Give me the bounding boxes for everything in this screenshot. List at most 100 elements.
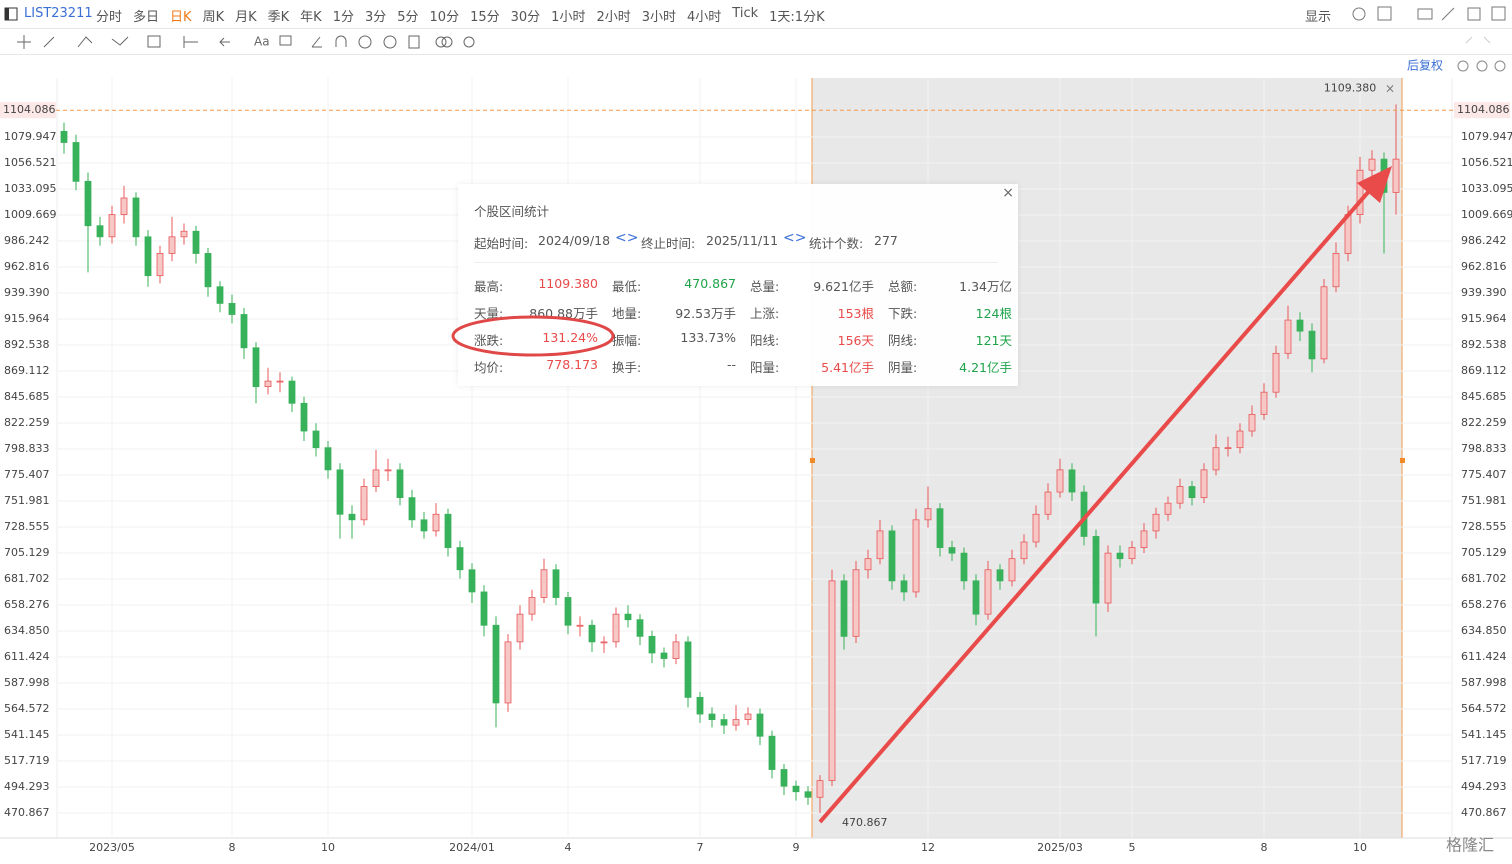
sidebar-icon[interactable] bbox=[4, 7, 18, 21]
candle-body bbox=[168, 236, 176, 254]
candle-body bbox=[60, 130, 68, 143]
candle-body bbox=[480, 591, 488, 626]
candle-body bbox=[1044, 491, 1052, 515]
candle-body bbox=[228, 303, 236, 315]
candle-body bbox=[408, 497, 416, 521]
candle-body bbox=[1296, 319, 1304, 332]
candle-body bbox=[1392, 158, 1400, 193]
stat-label: 总量: bbox=[750, 279, 780, 294]
end-label: 终止时间: bbox=[641, 236, 696, 251]
period-tab[interactable]: 日K bbox=[170, 10, 192, 25]
candle-body bbox=[660, 652, 668, 659]
y-tick-label: 892.538 bbox=[1461, 338, 1507, 351]
candle-body bbox=[1212, 447, 1220, 471]
candle-body bbox=[732, 719, 740, 726]
candle-body bbox=[852, 569, 860, 637]
period-tab[interactable]: 2小时 bbox=[596, 10, 631, 25]
x-tick-label: 10 bbox=[1353, 841, 1367, 854]
candle-body bbox=[552, 569, 560, 598]
x-tick-label: 4 bbox=[565, 841, 572, 854]
candle-body bbox=[192, 230, 200, 254]
candle-body bbox=[1248, 413, 1256, 432]
price-tag bbox=[1454, 102, 1510, 119]
y-tick-label: 1079.947 bbox=[4, 130, 57, 143]
period-tab[interactable]: 3小时 bbox=[641, 10, 677, 25]
candle-body bbox=[936, 508, 944, 548]
candle-body bbox=[1332, 253, 1340, 288]
end-stepper[interactable]: <> bbox=[783, 230, 807, 246]
period-tab[interactable]: 3分 bbox=[364, 10, 387, 25]
y-tick-label: 494.293 bbox=[4, 780, 50, 793]
y-tick-label: 681.702 bbox=[4, 572, 50, 585]
stat-label: 下跌: bbox=[888, 306, 918, 321]
candle-body bbox=[1008, 558, 1016, 582]
period-tab[interactable]: Tick bbox=[732, 6, 759, 21]
period-tab[interactable]: 周K bbox=[202, 10, 225, 25]
y-tick-label: 939.390 bbox=[4, 286, 50, 299]
period-tab[interactable]: 多日 bbox=[133, 10, 160, 25]
candle-body bbox=[792, 785, 800, 793]
range-close[interactable]: × bbox=[1385, 82, 1395, 96]
y-tick-label: 939.390 bbox=[1461, 286, 1507, 299]
x-tick-label: 8 bbox=[229, 841, 236, 854]
candle-body bbox=[372, 469, 380, 487]
candle-body bbox=[576, 624, 584, 627]
candle-body bbox=[1344, 214, 1352, 254]
candle-body bbox=[180, 230, 188, 238]
start-stepper[interactable]: <> bbox=[615, 230, 639, 246]
period-tab[interactable]: 15分 bbox=[470, 10, 500, 25]
symbol[interactable]: LIST23211 bbox=[24, 6, 93, 21]
range-handle[interactable] bbox=[1400, 458, 1405, 463]
panel-title: 个股区间统计 bbox=[474, 204, 550, 219]
y-tick-label: 986.242 bbox=[4, 234, 50, 247]
x-tick-label: 2025/03 bbox=[1037, 841, 1083, 854]
candle-body bbox=[612, 613, 620, 643]
period-tab[interactable]: 4小时 bbox=[687, 10, 722, 25]
candle-body bbox=[384, 469, 392, 472]
period-tab[interactable]: 年K bbox=[300, 10, 322, 25]
period-tab[interactable]: 1分 bbox=[332, 10, 354, 25]
candle-body bbox=[108, 214, 116, 238]
x-tick-label: 5 bbox=[1129, 841, 1136, 854]
range-handle[interactable] bbox=[810, 458, 815, 463]
tool-icons: Aa bbox=[17, 35, 1491, 49]
range-stats-panel: 个股区间统计 × 起始时间: 2024/09/18 <> 终止时间: 2025/… bbox=[458, 184, 1018, 386]
stat-label: 阳线: bbox=[750, 333, 780, 348]
end-date[interactable]: 2025/11/11 bbox=[706, 233, 779, 248]
start-label: 起始时间: bbox=[474, 236, 529, 251]
count-label: 统计个数: bbox=[809, 236, 864, 251]
stat-value: 860.88万手 bbox=[529, 306, 598, 321]
candle-body bbox=[144, 236, 152, 277]
x-tick-label: 10 bbox=[321, 841, 335, 854]
period-tab[interactable]: 1天:1分K bbox=[769, 10, 825, 25]
period-tab[interactable]: 分时 bbox=[96, 10, 123, 25]
candle-body bbox=[948, 547, 956, 554]
candle-body bbox=[636, 619, 644, 637]
y-tick-label: 845.685 bbox=[1461, 390, 1507, 403]
price-tag-label: 1104.086 bbox=[3, 103, 56, 116]
candle-body bbox=[1368, 158, 1376, 171]
period-tab[interactable]: 1小时 bbox=[551, 10, 586, 25]
display-menu[interactable]: 显示 bbox=[1305, 10, 1332, 25]
candle-body bbox=[324, 447, 332, 471]
candle-body bbox=[720, 719, 728, 726]
y-tick-label: 587.998 bbox=[4, 676, 50, 689]
y-tick-label: 541.145 bbox=[4, 728, 50, 741]
adjust-mode[interactable]: 后复权 bbox=[1407, 59, 1443, 73]
y-tick-label: 564.572 bbox=[4, 702, 50, 715]
y-tick-label: 962.816 bbox=[4, 260, 50, 273]
stat-label: 上涨: bbox=[750, 306, 780, 321]
period-tab[interactable]: 30分 bbox=[510, 10, 541, 25]
period-tab[interactable]: 月K bbox=[235, 10, 257, 25]
start-date[interactable]: 2024/09/18 bbox=[538, 233, 611, 248]
period-tab[interactable]: 10分 bbox=[429, 10, 460, 25]
close-button[interactable]: × bbox=[1002, 185, 1014, 201]
y-tick-label: 915.964 bbox=[1461, 312, 1507, 325]
stat-label: 阳量: bbox=[750, 360, 780, 375]
y-tick-label: 658.276 bbox=[4, 598, 50, 611]
drawing-toolbar: Aa bbox=[0, 29, 1512, 55]
y-tick-label: 705.129 bbox=[1461, 546, 1507, 559]
candle-body bbox=[780, 769, 788, 787]
period-tab[interactable]: 5分 bbox=[397, 10, 419, 25]
period-tab[interactable]: 季K bbox=[267, 10, 290, 25]
